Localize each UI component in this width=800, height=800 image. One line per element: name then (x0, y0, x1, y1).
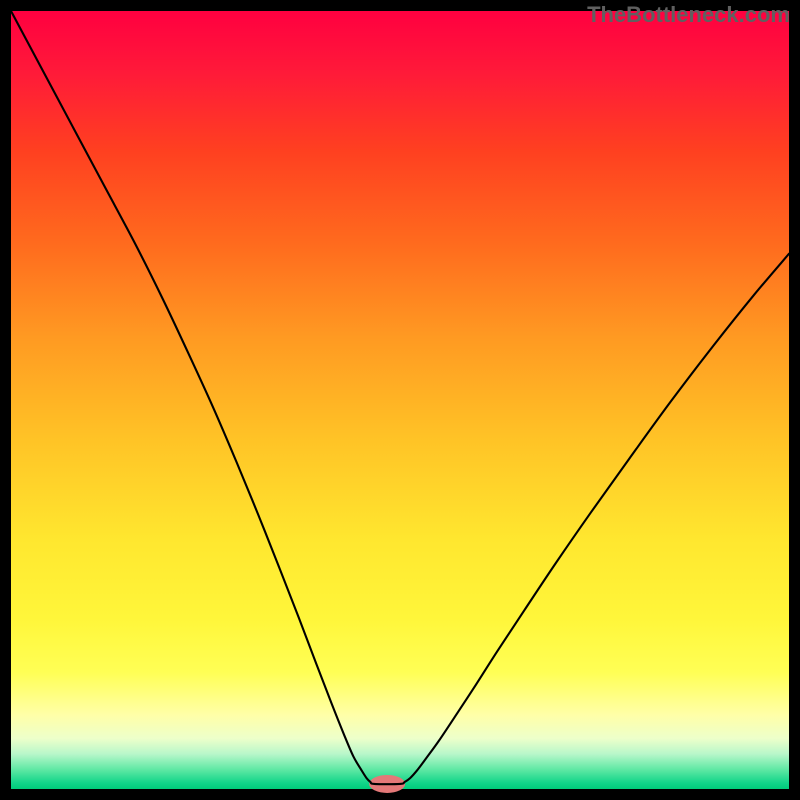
chart-stage: TheBottleneck.com (0, 0, 800, 800)
chart-svg (0, 0, 800, 800)
watermark-text: TheBottleneck.com (587, 2, 790, 28)
